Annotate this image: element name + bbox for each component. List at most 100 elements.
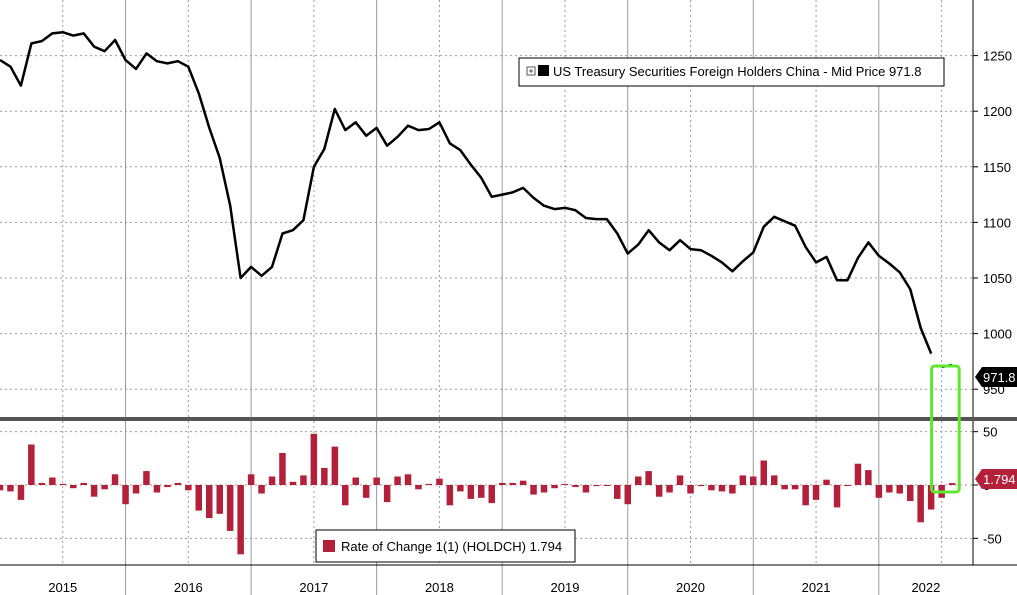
rate-of-change-bar <box>551 485 558 489</box>
x-tick-label: 2018 <box>425 580 454 595</box>
rate-of-change-bar <box>781 485 788 490</box>
rate-of-change-bar <box>321 467 328 485</box>
rate-of-change-bar <box>750 476 757 485</box>
rate-of-change-bar <box>70 485 77 489</box>
x-tick-label: 2022 <box>911 580 940 595</box>
rate-of-change-bar <box>457 485 464 492</box>
y-tick-label: 1200 <box>983 104 1012 119</box>
rate-of-change-bar <box>718 485 726 492</box>
rate-of-change-bar <box>886 485 893 493</box>
rate-of-change-bar <box>59 483 66 485</box>
rate-of-change-bar <box>237 485 244 555</box>
panel-separator[interactable] <box>0 417 1017 421</box>
rate-of-change-bar <box>258 485 265 494</box>
rate-of-change-bar <box>342 485 349 506</box>
series-swatch <box>538 65 549 76</box>
x-tick-label: 2021 <box>802 580 831 595</box>
rate-of-change-bar <box>467 485 475 499</box>
rate-of-change-bar <box>185 485 192 491</box>
rate-of-change-bar <box>17 485 25 500</box>
rate-of-change-bar <box>739 475 747 485</box>
highlight-box <box>930 364 961 494</box>
rate-of-change-bar <box>687 485 694 494</box>
rate-of-change-bar <box>823 479 830 485</box>
rate-of-change-bar <box>572 485 579 488</box>
rate-of-change-bar <box>143 471 150 485</box>
rate-of-change-bar <box>540 485 548 493</box>
rate-of-change-bar <box>488 485 495 504</box>
rate-of-change-bar <box>49 477 56 485</box>
rate-of-change-bar <box>362 485 370 498</box>
rate-of-change-bar <box>226 485 234 531</box>
rate-of-change-bar <box>404 474 412 485</box>
rate-of-change-bar <box>624 485 631 505</box>
y-tick-label: -50 <box>983 531 1002 546</box>
rate-of-change-bar <box>655 485 663 497</box>
y-tick-label: 1250 <box>983 49 1012 64</box>
y-tick-label: 1150 <box>983 160 1011 175</box>
rate-of-change-bar <box>791 485 799 490</box>
rate-of-change-bar <box>666 485 673 493</box>
rate-of-change-bar <box>132 485 140 494</box>
rate-of-change-bar <box>101 485 108 490</box>
rate-of-change-bar <box>833 485 841 508</box>
rate-of-change-bar <box>111 474 119 485</box>
y-tick-label: 1050 <box>983 271 1012 286</box>
rate-of-change-bar <box>373 477 380 485</box>
rate-of-change-bar <box>38 482 46 485</box>
rate-of-change-bar <box>854 463 862 485</box>
rate-of-change-bar <box>509 482 516 485</box>
bottom-legend-label: Rate of Change 1(1) (HOLDCH) 1.794 <box>341 539 562 554</box>
last-value-top: 971.8 <box>983 370 1016 385</box>
y-tick-label: 1000 <box>983 327 1012 342</box>
rate-of-change-bar <box>310 433 318 485</box>
grid <box>0 0 973 595</box>
rate-of-change-bar <box>635 476 642 485</box>
rate-of-change-bar <box>676 475 684 485</box>
rate-of-change-bar <box>0 485 4 491</box>
rate-of-change-bar <box>436 478 443 485</box>
rate-of-change-bar <box>614 485 621 499</box>
rate-of-change-bar <box>80 482 87 485</box>
top-legend-label: US Treasury Securities Foreign Holders C… <box>553 64 921 79</box>
rate-of-change-bar <box>28 444 35 485</box>
last-value-marker-top: 971.8 <box>975 367 1017 387</box>
rate-of-change-bar <box>478 485 485 498</box>
rate-of-change-bar <box>582 485 590 493</box>
rate-of-change-bar <box>195 485 202 511</box>
last-value-marker-bottom: 1.794 <box>975 469 1017 489</box>
rate-of-change-bar <box>812 485 820 500</box>
rate-of-change-bar <box>247 474 255 485</box>
rate-of-change-bar <box>927 485 935 510</box>
rate-of-change-bar <box>760 460 767 485</box>
rate-of-change-bar <box>289 481 297 485</box>
rate-of-change-bar <box>279 453 286 485</box>
rate-of-change-bar <box>697 485 705 487</box>
x-tick-label: 2015 <box>48 580 77 595</box>
x-tick-label: 2020 <box>676 580 705 595</box>
rate-of-change-bar <box>875 485 883 498</box>
rate-of-change-bar <box>174 482 182 485</box>
bottom-legend: Rate of Change 1(1) (HOLDCH) 1.794 <box>315 529 576 563</box>
last-value-bottom: 1.794 <box>983 472 1016 487</box>
rate-of-change-bar <box>164 485 171 488</box>
rate-of-change-bar <box>300 475 307 485</box>
rate-of-change-bar <box>394 476 401 485</box>
rate-of-change-bar <box>519 480 527 485</box>
china-holdings-line <box>0 30 933 355</box>
rate-of-change-bar <box>206 485 213 519</box>
rate-of-change-bar <box>593 485 600 487</box>
bar-series <box>0 433 956 555</box>
rate-of-change-bar <box>561 483 569 485</box>
rate-of-change-bar <box>216 485 223 514</box>
rate-of-change-bar <box>948 483 956 485</box>
rate-of-change-bar <box>425 483 433 485</box>
y-tick-label: 50 <box>983 425 997 440</box>
rate-of-change-bar <box>415 485 422 490</box>
rate-of-change-bar <box>896 485 903 494</box>
rate-of-change-bar <box>708 485 715 491</box>
top-legend: US Treasury Securities Foreign Holders C… <box>518 57 945 87</box>
rate-of-change-bar <box>844 485 851 486</box>
